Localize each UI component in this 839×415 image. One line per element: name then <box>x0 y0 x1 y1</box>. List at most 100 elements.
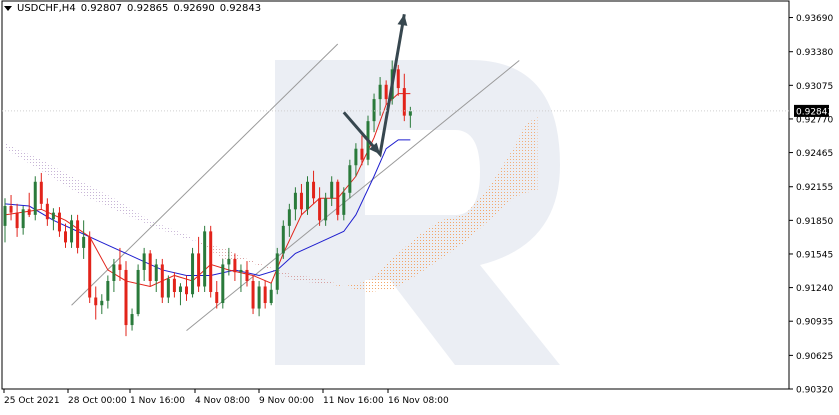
cloud-segment <box>446 218 450 255</box>
cloud-segment <box>295 275 299 282</box>
candle-body <box>3 206 7 226</box>
cloud-segment <box>458 215 462 247</box>
cloud-segment <box>62 171 66 186</box>
dropdown-triangle-icon[interactable] <box>4 6 12 11</box>
cloud-segment <box>380 267 384 291</box>
cloud-segment <box>53 166 57 180</box>
cloud-segment <box>195 240 199 243</box>
cloud-segment <box>473 201 477 235</box>
candle <box>130 308 134 331</box>
candle-body <box>124 269 128 326</box>
candle-body <box>324 198 328 221</box>
candle <box>166 275 170 304</box>
candle <box>76 214 80 254</box>
candle-body <box>112 264 116 281</box>
candle-body <box>21 209 25 229</box>
symbol-bar: USDCHF,H4 0.92807 0.92865 0.92690 0.9284… <box>4 3 261 14</box>
y-tick-label: 0.90935 <box>796 318 833 328</box>
candle <box>408 106 412 128</box>
cloud-segment <box>476 197 480 232</box>
candle-body <box>227 258 231 265</box>
cloud-segment <box>98 190 102 204</box>
candle-body <box>185 286 188 295</box>
cloud-segment <box>71 176 75 191</box>
cloud-segment <box>322 278 326 285</box>
candle <box>324 192 328 226</box>
candle-body <box>275 253 279 290</box>
cloud-segment <box>228 250 232 260</box>
cloud-segment <box>165 226 169 233</box>
cloud-segment <box>77 179 81 195</box>
cloud-segment <box>507 153 511 204</box>
cloud-segment <box>250 260 254 264</box>
cloud-segment <box>192 238 196 242</box>
cloud-segment <box>292 274 296 281</box>
candle-body <box>281 225 285 254</box>
y-tick-label: 0.91850 <box>796 217 833 227</box>
candle-body <box>136 269 140 315</box>
candle-body <box>27 209 31 215</box>
cloud-segment <box>216 246 220 257</box>
cloud-segment <box>522 124 526 195</box>
cloud-segment <box>268 266 272 270</box>
y-tick-label: 0.93075 <box>796 82 833 92</box>
cloud-segment <box>440 219 444 259</box>
candle <box>233 253 237 281</box>
candle <box>287 203 291 237</box>
candle-body <box>51 212 55 220</box>
candle <box>21 206 25 235</box>
candle-body <box>396 69 400 89</box>
x-axis: 25 Oct 2021 28 Oct 00:00 1 Nov 16:00 4 Nov … <box>3 389 449 406</box>
cloud-segment <box>343 285 347 288</box>
cloud-segment <box>104 193 108 207</box>
cloud-segment <box>17 148 21 158</box>
cloud-segment <box>452 216 456 251</box>
cloud-segment <box>371 275 375 292</box>
cloud-segment <box>485 187 489 224</box>
candle-body <box>239 269 243 273</box>
candle <box>33 176 37 221</box>
cloud-segment <box>298 275 302 282</box>
cloud-segment <box>32 155 36 168</box>
x-tick-label: 4 Nov 08:00 <box>195 396 250 406</box>
candle <box>299 183 303 215</box>
cloud-segment <box>431 224 435 266</box>
cloud-segment <box>38 158 42 171</box>
candle <box>70 214 74 248</box>
cloud-segment <box>410 239 414 280</box>
cloud-segment <box>498 167 502 213</box>
candle-body <box>360 148 364 160</box>
cloud-segment <box>519 130 523 196</box>
candle-body <box>408 111 412 116</box>
candle <box>3 198 7 243</box>
cloud-segment <box>280 270 284 276</box>
candle <box>118 247 122 281</box>
cloud-segment <box>50 164 54 179</box>
candle <box>281 220 285 259</box>
cloud-segment <box>395 253 399 289</box>
cloud-segment <box>168 227 172 234</box>
price-tag-label: 0.92843 <box>796 107 833 117</box>
cloud-segment <box>386 261 390 291</box>
candle <box>378 77 382 116</box>
cloud-segment <box>59 169 63 184</box>
cloud-segment <box>368 278 372 293</box>
candle-body <box>64 231 67 243</box>
candle <box>263 280 267 309</box>
cloud-segment <box>141 214 145 224</box>
high-value: 0.92865 <box>127 3 169 14</box>
candle-body <box>70 220 74 243</box>
cloud-segment <box>83 182 87 197</box>
cloud-segment <box>407 242 411 281</box>
candle-body <box>57 212 61 232</box>
cloud-segment <box>253 261 257 265</box>
cloud-segment <box>504 158 508 207</box>
candle-body <box>130 314 134 326</box>
cloud-segment <box>80 181 84 196</box>
y-axis: 0.93690 0.93380 0.93075 0.92770 0.92465 0.921… <box>789 14 833 396</box>
cloud-segment <box>364 280 368 293</box>
candle <box>57 207 61 237</box>
cloud-segment <box>8 144 12 153</box>
